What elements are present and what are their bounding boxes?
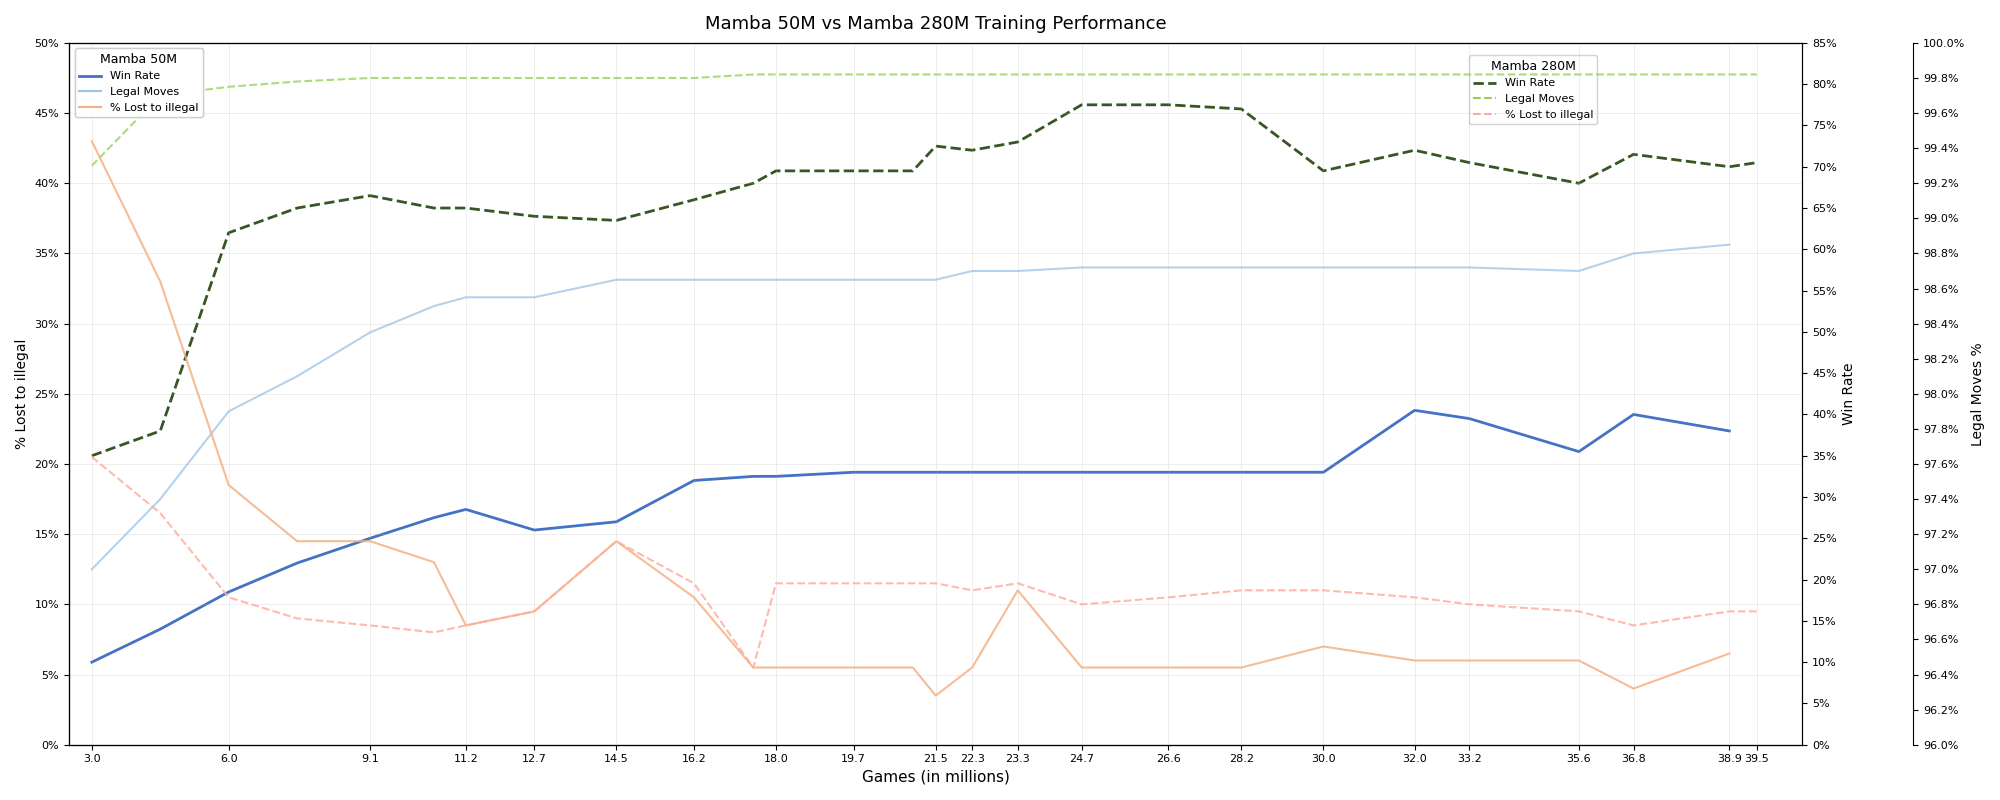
Y-axis label: Win Rate: Win Rate [1842, 362, 1856, 425]
Y-axis label: Legal Moves %: Legal Moves % [1970, 342, 1984, 446]
Title: Mamba 50M vs Mamba 280M Training Performance: Mamba 50M vs Mamba 280M Training Perform… [704, 15, 1166, 33]
X-axis label: Games (in millions): Games (in millions) [862, 770, 1010, 785]
Legend: Win Rate, Legal Moves, % Lost to illegal: Win Rate, Legal Moves, % Lost to illegal [74, 49, 204, 117]
Y-axis label: % Lost to illegal: % Lost to illegal [14, 338, 28, 449]
Legend: Win Rate, Legal Moves, % Lost to illegal: Win Rate, Legal Moves, % Lost to illegal [1468, 55, 1598, 124]
